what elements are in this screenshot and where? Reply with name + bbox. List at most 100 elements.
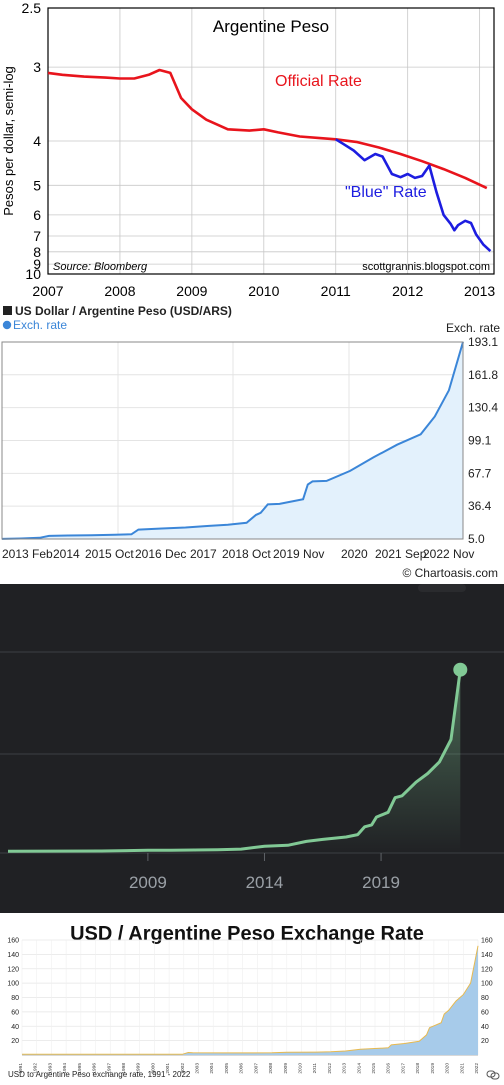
chart1-y-tick-label: 5 — [33, 177, 41, 193]
chart4-x-tick-label: 2022 — [474, 1063, 480, 1074]
chart2-y-tick-label: 67.7 — [468, 466, 492, 480]
chart1-y-tick-label: 8 — [33, 244, 41, 260]
chart4-caption: USD to Argentine Peso exchange rate, 199… — [8, 1070, 191, 1079]
chart4-link-icon[interactable] — [486, 1070, 500, 1080]
chart2-plot-frame — [1, 341, 464, 540]
chart4-x-tick-label: 2019 — [430, 1063, 436, 1074]
chart1-gridlines — [48, 8, 494, 274]
chart3-x-tick-label: 2014 — [246, 873, 284, 892]
chart4-x-tick-label: 2014 — [356, 1063, 362, 1074]
chart4-x-tick-label: 2021 — [459, 1063, 465, 1074]
chart2-x-tick-label: 2015 Oct — [85, 547, 134, 561]
chart4-rate-line — [22, 945, 479, 1055]
chart4-y-tick-label-right: 140 — [481, 952, 493, 959]
chart4-y-tick-label-right: 100 — [481, 981, 493, 988]
chart4-y-tick-label-right: 80 — [481, 995, 489, 1002]
chart1-y-tick-label: 9 — [33, 256, 41, 272]
chart1-y-tick-label: 7 — [33, 228, 41, 244]
chart4-x-tick-label: 2000 — [150, 1063, 156, 1074]
usd-ars-history-chart: USD / Argentine Peso Exchange Rate 20 40 6… — [0, 913, 504, 1085]
chart4-x-tick-label: 2011 — [312, 1063, 318, 1074]
chart4-x-tick-label: 2003 — [195, 1063, 201, 1074]
chart2-y-tick-label: 5.0 — [468, 532, 485, 546]
chart1-x-tick-label: 2007 — [32, 283, 63, 299]
chart1-y-axis-label: Pesos per dollar, semi-log — [1, 66, 16, 216]
chart2-y-tick-label: 99.1 — [468, 433, 492, 447]
chart1-x-tick-label: 2008 — [104, 283, 135, 299]
chart2-x-tick-label: 2013 Feb — [2, 547, 53, 561]
chart4-x-tick-label: 1992 — [33, 1063, 39, 1074]
chart2-y-tick-label: 193.1 — [468, 335, 498, 349]
chart3-current-point[interactable] — [453, 662, 468, 677]
chart4-x-tick-label: 2018 — [415, 1063, 421, 1074]
official-rate-label: Official Rate — [275, 73, 362, 90]
chart2-y-tick-label: 161.8 — [468, 368, 498, 382]
chart4-x-tick-label: 2015 — [371, 1063, 377, 1074]
dark-exchange-chart: 2009 2014 2019 — [0, 584, 504, 913]
chart1-y-tick-label: 2.5 — [22, 0, 42, 16]
chart4-x-tick-label: 2001 — [165, 1063, 171, 1074]
blue-rate-label: "Blue" Rate — [345, 184, 427, 201]
chart3-rate-line — [7, 669, 462, 853]
chart4-x-tick-label: 2009 — [283, 1063, 289, 1074]
chart2-x-tick-label: 2021 Sep — [375, 547, 427, 561]
chart4-x-tick-label: 2012 — [327, 1063, 333, 1074]
chart4-x-tick-label: 1995 — [77, 1063, 83, 1074]
chart4-x-tick-label: 2005 — [224, 1063, 230, 1074]
chart1-x-tick-label: 2012 — [392, 283, 423, 299]
chart2-x-tick-label: 2014 — [53, 547, 80, 561]
chart4-x-tick-label: 2010 — [297, 1063, 303, 1074]
chart4-y-tick-label-right: 120 — [481, 966, 493, 973]
chart1-credit: scottgrannis.blogspot.com — [362, 261, 490, 273]
chart2-credit: © Chartoasis.com — [402, 566, 498, 580]
chart4-area-fill — [22, 945, 478, 1055]
chart4-x-tick-label: 1991 — [18, 1063, 24, 1074]
chart2-x-tick-label: 2018 Oct — [222, 547, 271, 561]
chart4-x-ticks: 1991 1992 1993 1994 1995 1996 1997 1998 1999 2000… — [18, 1063, 480, 1074]
chart4-x-tick-label: 2006 — [239, 1063, 245, 1074]
chart3-x-tick-label: 2019 — [362, 873, 400, 892]
chart4-x-tick-label: 2004 — [209, 1063, 215, 1074]
chart1-plot-frame — [47, 7, 495, 275]
chart4-x-tick-label: 2017 — [400, 1063, 406, 1074]
chart2-x-tick-label: 2016 Dec — [135, 547, 186, 561]
chart2-x-tick-label: 2017 — [190, 547, 217, 561]
chart4-x-tick-label: 2020 — [445, 1063, 451, 1074]
chart1-x-tick-label: 2013 — [464, 283, 495, 299]
chart4-x-tick-label: 2008 — [268, 1063, 274, 1074]
chart2-title-marker — [3, 306, 12, 315]
chart3-area-fill — [8, 669, 461, 854]
chart1-source: Source: Bloomberg — [53, 261, 148, 273]
chart2-x-tick-label: 2022 Nov — [423, 547, 474, 561]
chart1-y-tick-label: 3 — [33, 59, 41, 75]
blue-rate-line — [335, 138, 492, 253]
chart4-y-tick-label-left: 80 — [11, 995, 19, 1002]
chart4-y-ticks-right: 20 40 60 80 100 120 140 160 — [481, 938, 493, 1046]
chart3-x-ticks: 2009 2014 2019 — [129, 873, 400, 892]
chart4-y-tick-label-left: 100 — [7, 981, 19, 988]
chart4-y-tick-label-right: 40 — [481, 1024, 489, 1031]
chart4-x-tick-label: 2002 — [180, 1063, 186, 1074]
chart4-y-tick-label-right: 20 — [481, 1038, 489, 1045]
chart2-x-ticks: 2013 Feb 2014 2015 Oct 2016 Dec 2017 2018 Oct… — [2, 547, 474, 561]
chart1-title: Argentine Peso — [213, 17, 329, 36]
chart4-title: USD / Argentine Peso Exchange Rate — [70, 923, 424, 945]
chart1-y-tick-label: 10 — [25, 266, 41, 282]
chart1-x-tick-label: 2010 — [248, 283, 279, 299]
chart4-y-tick-label-right: 160 — [481, 938, 493, 945]
chart4-x-tick-label: 1996 — [92, 1063, 98, 1074]
chart2-x-tick-label: 2020 — [341, 547, 368, 561]
chart4-x-tick-label: 1994 — [62, 1063, 68, 1074]
chart4-background — [0, 913, 504, 1085]
chart4-x-tick-label: 2007 — [253, 1063, 259, 1074]
chart4-y-tick-label-left: 120 — [7, 966, 19, 973]
chart4-y-tick-label-left: 60 — [11, 1009, 19, 1016]
exchange-rate-line — [1, 341, 464, 540]
chart1-y-tick-label: 6 — [33, 207, 41, 223]
chart1-background — [0, 0, 504, 302]
chart2-x-tick-label: 2019 Nov — [273, 547, 324, 561]
chart1-y-tick-label: 4 — [33, 133, 41, 149]
chart2-y-tick-label: 130.4 — [468, 401, 498, 415]
chart4-y-tick-label-left: 160 — [7, 938, 19, 945]
